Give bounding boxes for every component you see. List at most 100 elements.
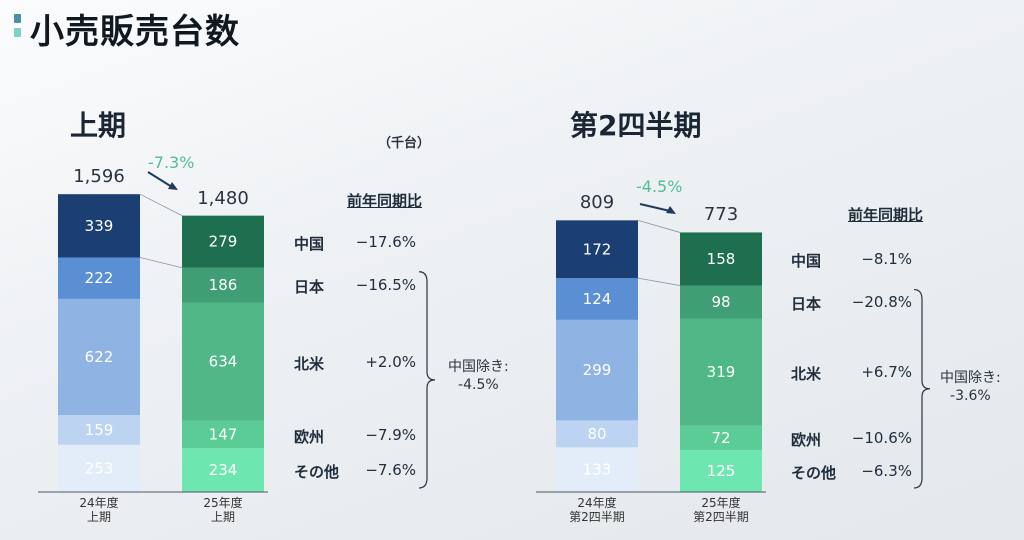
- excluding-china-label: 中国除き:: [448, 359, 509, 375]
- region-label: 日本: [294, 278, 325, 297]
- data-label: 279: [209, 233, 238, 251]
- region-label: 欧州: [791, 430, 822, 449]
- data-label: 98: [711, 293, 730, 311]
- excluding-china-value: -3.6%: [950, 388, 991, 404]
- category-label-line: 第2四半期: [693, 510, 749, 524]
- data-label: 147: [209, 426, 238, 444]
- arrow-icon: [147, 171, 173, 188]
- bar-segment: [680, 232, 762, 286]
- category-label: 24年度 第2四半期: [552, 496, 642, 524]
- total-label: 809: [579, 192, 615, 214]
- data-label: 339: [85, 217, 114, 235]
- yoy-value: −6.3%: [861, 461, 912, 480]
- bar-segment: [58, 257, 140, 299]
- data-label: 634: [209, 353, 238, 371]
- data-label: 72: [711, 429, 730, 447]
- yoy-value: −8.1%: [861, 250, 912, 268]
- yoy-value: +6.7%: [861, 363, 912, 382]
- data-label: 234: [209, 461, 238, 479]
- connector-line: [139, 193, 183, 217]
- total-label: 1,596: [73, 166, 125, 188]
- region-label: 北米: [791, 365, 822, 384]
- brace-icon: [418, 271, 436, 489]
- yoy-value: −7.9%: [365, 425, 416, 444]
- bar-segment: [556, 447, 638, 492]
- region-label: 中国: [791, 252, 822, 270]
- data-label: 253: [85, 459, 114, 477]
- connector-line: [637, 219, 681, 233]
- data-label: 299: [583, 361, 612, 379]
- category-label: 25年度 第2四半期: [676, 496, 766, 524]
- data-label: 159: [85, 421, 114, 439]
- chart-title: 上期: [70, 109, 127, 142]
- data-label: 80: [587, 425, 606, 443]
- total-label: 773: [703, 204, 739, 226]
- bar-segment: [556, 319, 638, 421]
- chart-title: 第2四半期: [570, 109, 702, 142]
- bar-segment: [182, 267, 264, 303]
- bar-segment: [58, 444, 140, 492]
- data-label: 319: [707, 363, 736, 381]
- region-label: 日本: [791, 295, 822, 314]
- region-label: その他: [294, 463, 340, 482]
- connector-line: [637, 277, 681, 286]
- excluding-china-label: 中国除き:: [940, 370, 1001, 386]
- region-label: その他: [791, 463, 837, 482]
- bar-segment: [680, 285, 762, 319]
- bar-segment: [182, 302, 264, 421]
- data-label: 172: [583, 240, 612, 258]
- region-label: 中国: [294, 234, 325, 253]
- bar-segment: [58, 415, 140, 445]
- bar-segment: [58, 298, 140, 416]
- category-label-line: 24年度: [79, 496, 119, 510]
- unit-label: （千台）: [378, 136, 431, 151]
- category-label-line: 第2四半期: [569, 510, 625, 524]
- region-label: 欧州: [294, 427, 325, 446]
- bar-segment: [680, 425, 762, 450]
- yoy-value: −16.5%: [355, 276, 416, 295]
- bar-segment: [182, 448, 264, 492]
- data-label: 158: [707, 250, 736, 268]
- bar-segment: [556, 420, 638, 448]
- category-label-line: 上期: [86, 510, 111, 524]
- total-change-label: -4.5%: [636, 177, 683, 196]
- total-change-label: -7.3%: [148, 153, 195, 172]
- bar-segment: [556, 278, 638, 320]
- arrow-icon: [639, 203, 671, 212]
- data-label: 622: [85, 348, 114, 366]
- data-label: 124: [583, 290, 612, 308]
- excluding-china-value: -4.5%: [458, 377, 499, 393]
- category-label-line: 25年度: [701, 496, 741, 510]
- category-label: 24年度 上期: [54, 496, 144, 524]
- bar-segment: [680, 449, 762, 492]
- excluding-china: 中国除き: -4.5%: [448, 358, 509, 394]
- category-label-line: 25年度: [203, 496, 243, 510]
- yoy-value: −20.8%: [851, 293, 912, 312]
- data-label: 186: [209, 276, 238, 294]
- title-accent-icon: [14, 14, 21, 38]
- category-label: 25年度 上期: [178, 496, 268, 524]
- yoy-value: −17.6%: [355, 232, 416, 251]
- bar-segment: [680, 318, 762, 426]
- yoy-header: 前年同期比: [848, 206, 924, 224]
- excluding-china: 中国除き: -3.6%: [940, 369, 1001, 405]
- data-label: 125: [707, 462, 736, 480]
- yoy-value: −10.6%: [851, 428, 912, 447]
- arrow-head-icon: [168, 182, 178, 190]
- brace-icon: [913, 288, 931, 489]
- category-label-line: 24年度: [577, 496, 617, 510]
- yoy-value: −7.6%: [365, 461, 416, 480]
- data-label: 133: [583, 461, 612, 479]
- yoy-header: 前年同期比: [347, 192, 423, 210]
- total-label: 1,480: [197, 187, 249, 209]
- yoy-value: +2.0%: [365, 352, 416, 371]
- bar-segment: [556, 220, 638, 279]
- bar-segment: [58, 194, 140, 258]
- page-title: 小売販売台数: [30, 12, 240, 52]
- connector-line: [139, 257, 183, 269]
- category-label-line: 上期: [210, 510, 235, 524]
- bar-segment: [182, 420, 264, 449]
- data-label: 222: [85, 269, 114, 287]
- bar-segment: [182, 215, 264, 268]
